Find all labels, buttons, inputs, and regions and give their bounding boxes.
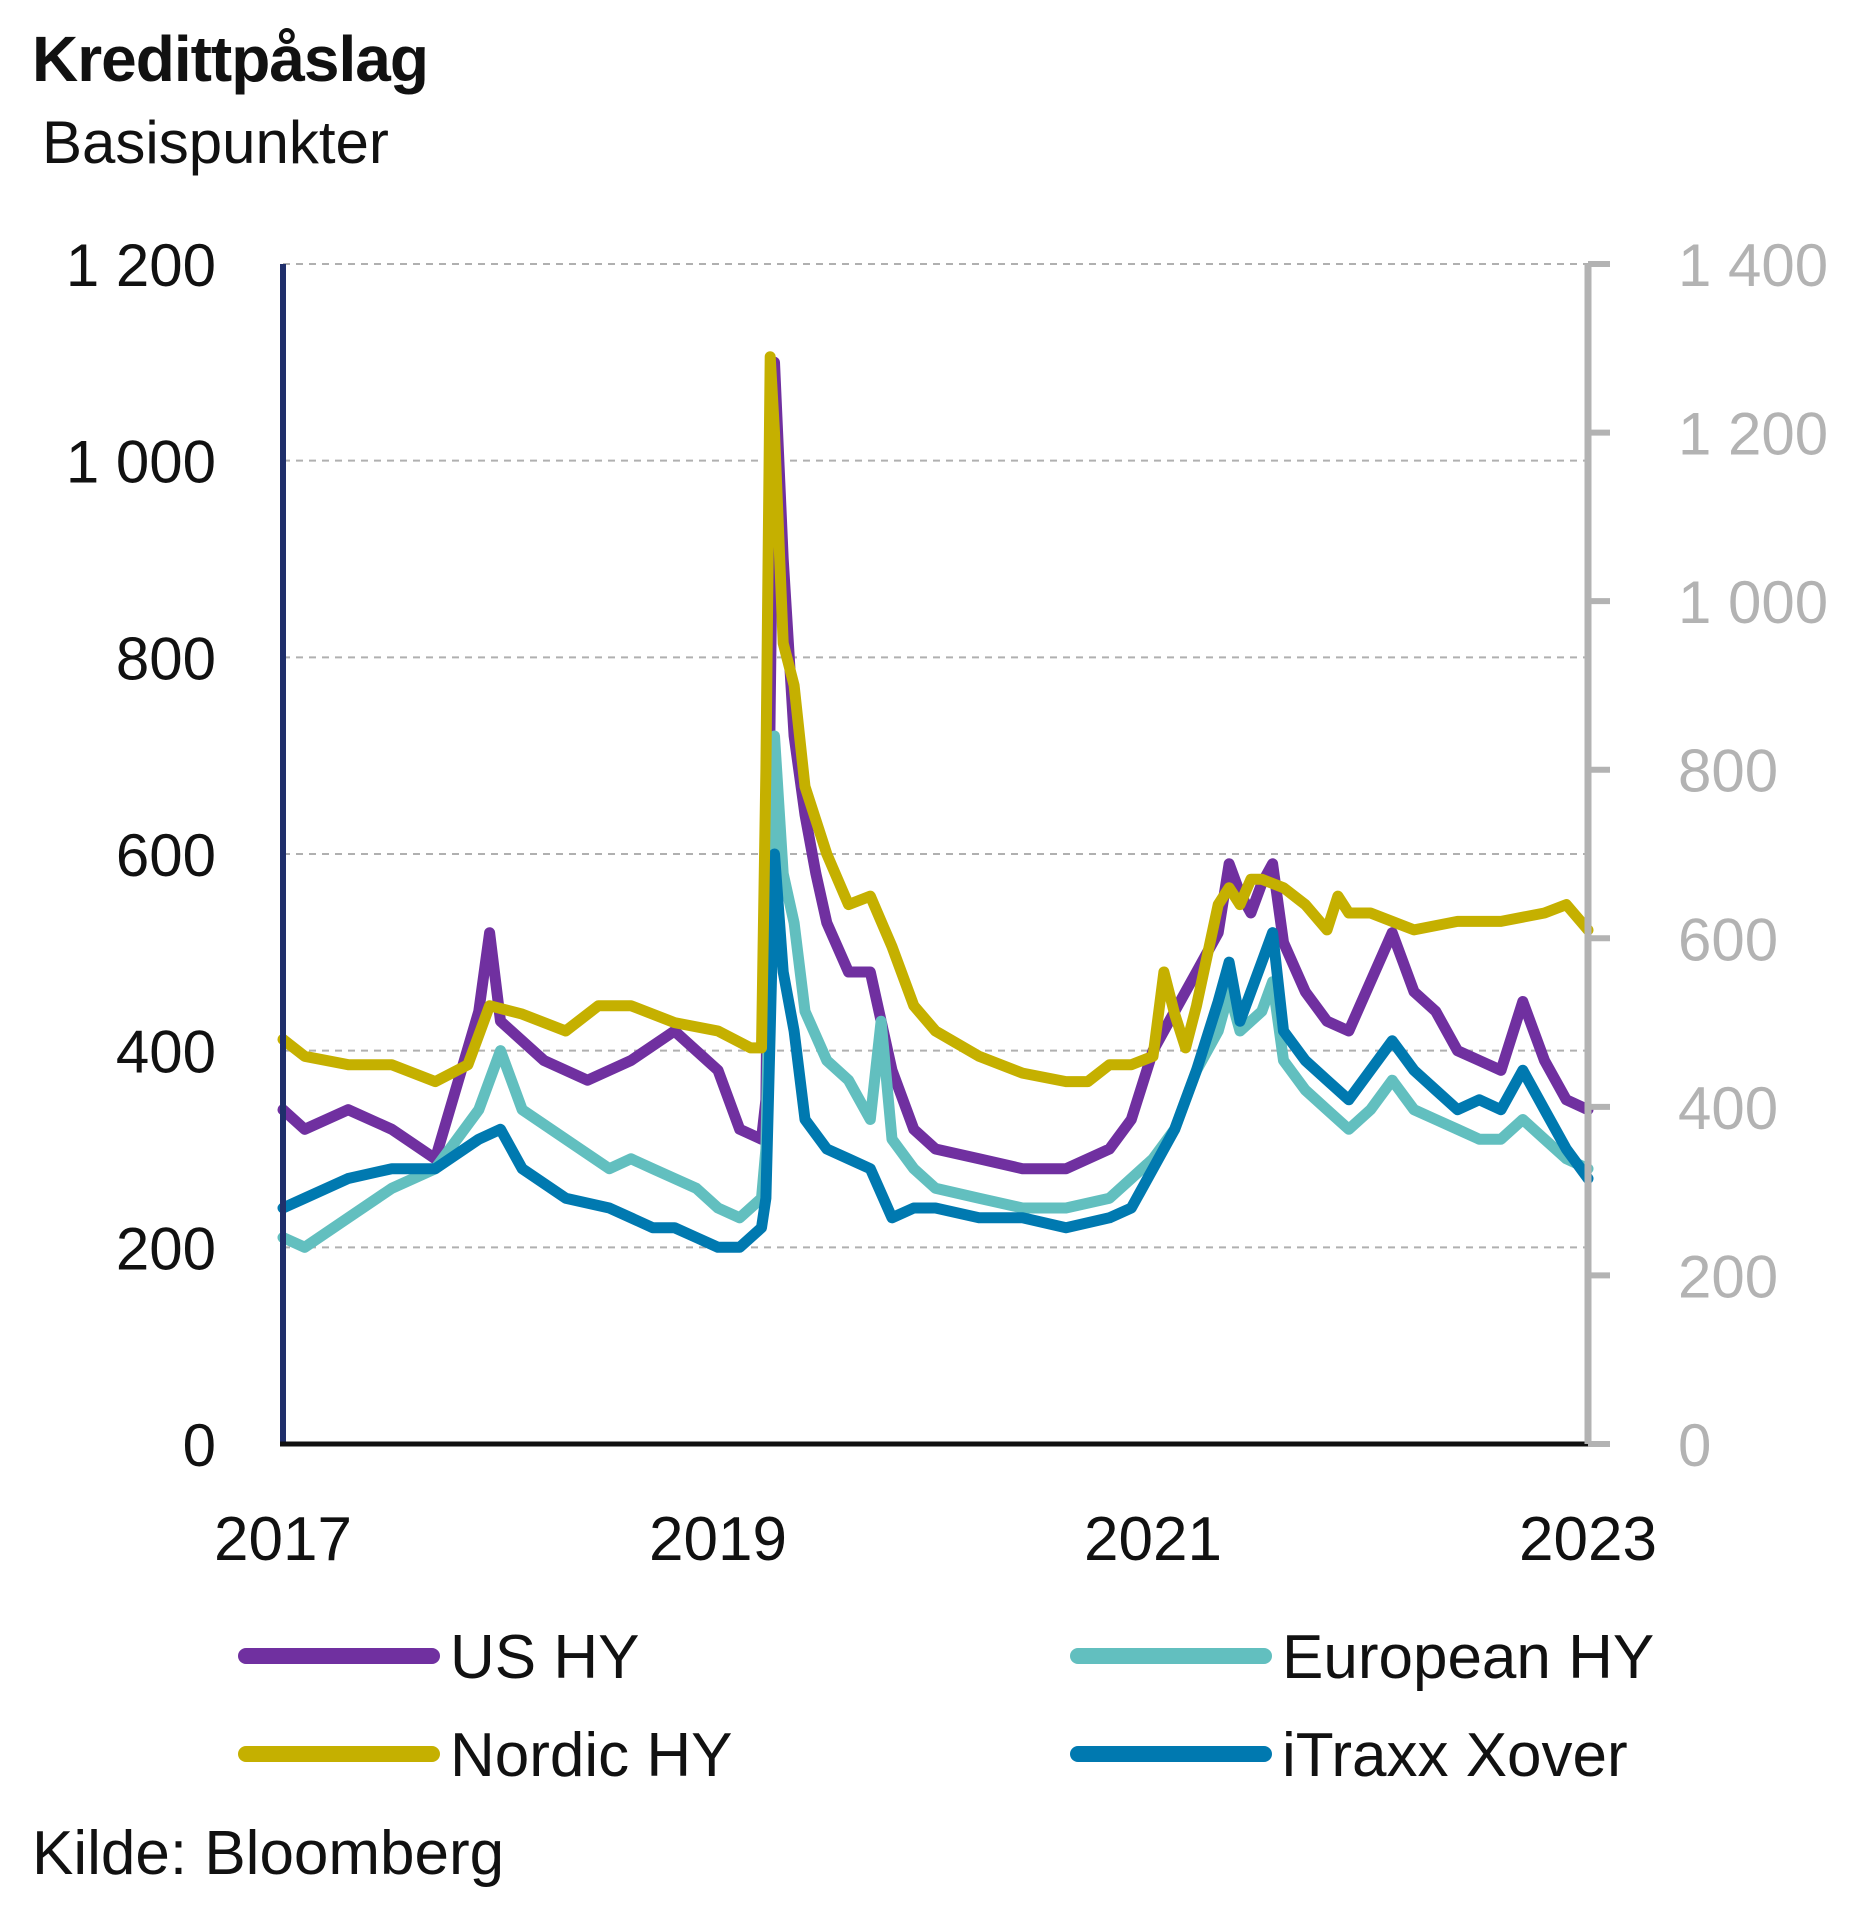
series-line-us-hy	[277, 356, 1594, 1175]
y-left-tick-label: 1 200	[66, 232, 216, 299]
tick-labels: 0 200 400 600 800 1 000 1 200 0 200 400 600 800 1 00…	[66, 232, 1828, 1574]
series-line-nordic-hy	[277, 351, 1594, 1088]
chart-subtitle: Basispunkter	[42, 109, 389, 176]
y-left-tick-label: 0	[183, 1412, 216, 1479]
x-tick-label: 2021	[1084, 1505, 1222, 1574]
y-right-tick-label: 0	[1678, 1412, 1711, 1479]
legend: US HY European HY Nordic HY iTraxx Xover	[238, 1623, 1654, 1790]
grid-lines	[283, 263, 1588, 1249]
legend-label-us-hy: US HY	[450, 1623, 639, 1692]
legend-label-itraxx-xover: iTraxx Xover	[1282, 1721, 1628, 1790]
y-right-tick-label: 1 000	[1678, 569, 1828, 636]
y-right-tick-label: 600	[1678, 906, 1778, 973]
x-tick-label: 2023	[1519, 1505, 1657, 1574]
series-line-itraxx-xover	[277, 848, 1594, 1253]
series-layer	[277, 351, 1594, 1253]
y-left-tick-label: 800	[116, 625, 216, 692]
y-right-tick-label: 1 200	[1678, 401, 1828, 468]
y-right-tick-label: 800	[1678, 738, 1778, 805]
series-line-european-hy	[277, 730, 1594, 1253]
y-left-tick-label: 600	[116, 822, 216, 889]
y-left-tick-label: 200	[116, 1215, 216, 1282]
chart-title: Kredittpåslag	[32, 23, 429, 95]
axes	[280, 261, 1610, 1447]
legend-label-nordic-hy: Nordic HY	[450, 1721, 733, 1790]
legend-label-european-hy: European HY	[1282, 1623, 1654, 1692]
x-tick-label: 2017	[214, 1505, 352, 1574]
y-right-tick-label: 200	[1678, 1243, 1778, 1310]
y-right-tick-label: 1 400	[1678, 232, 1828, 299]
y-right-tick-label: 400	[1678, 1075, 1778, 1142]
source-note: Kilde: Bloomberg	[32, 1819, 505, 1888]
y-left-tick-label: 400	[116, 1019, 216, 1086]
y-left-tick-label: 1 000	[66, 429, 216, 496]
x-tick-label: 2019	[649, 1505, 787, 1574]
